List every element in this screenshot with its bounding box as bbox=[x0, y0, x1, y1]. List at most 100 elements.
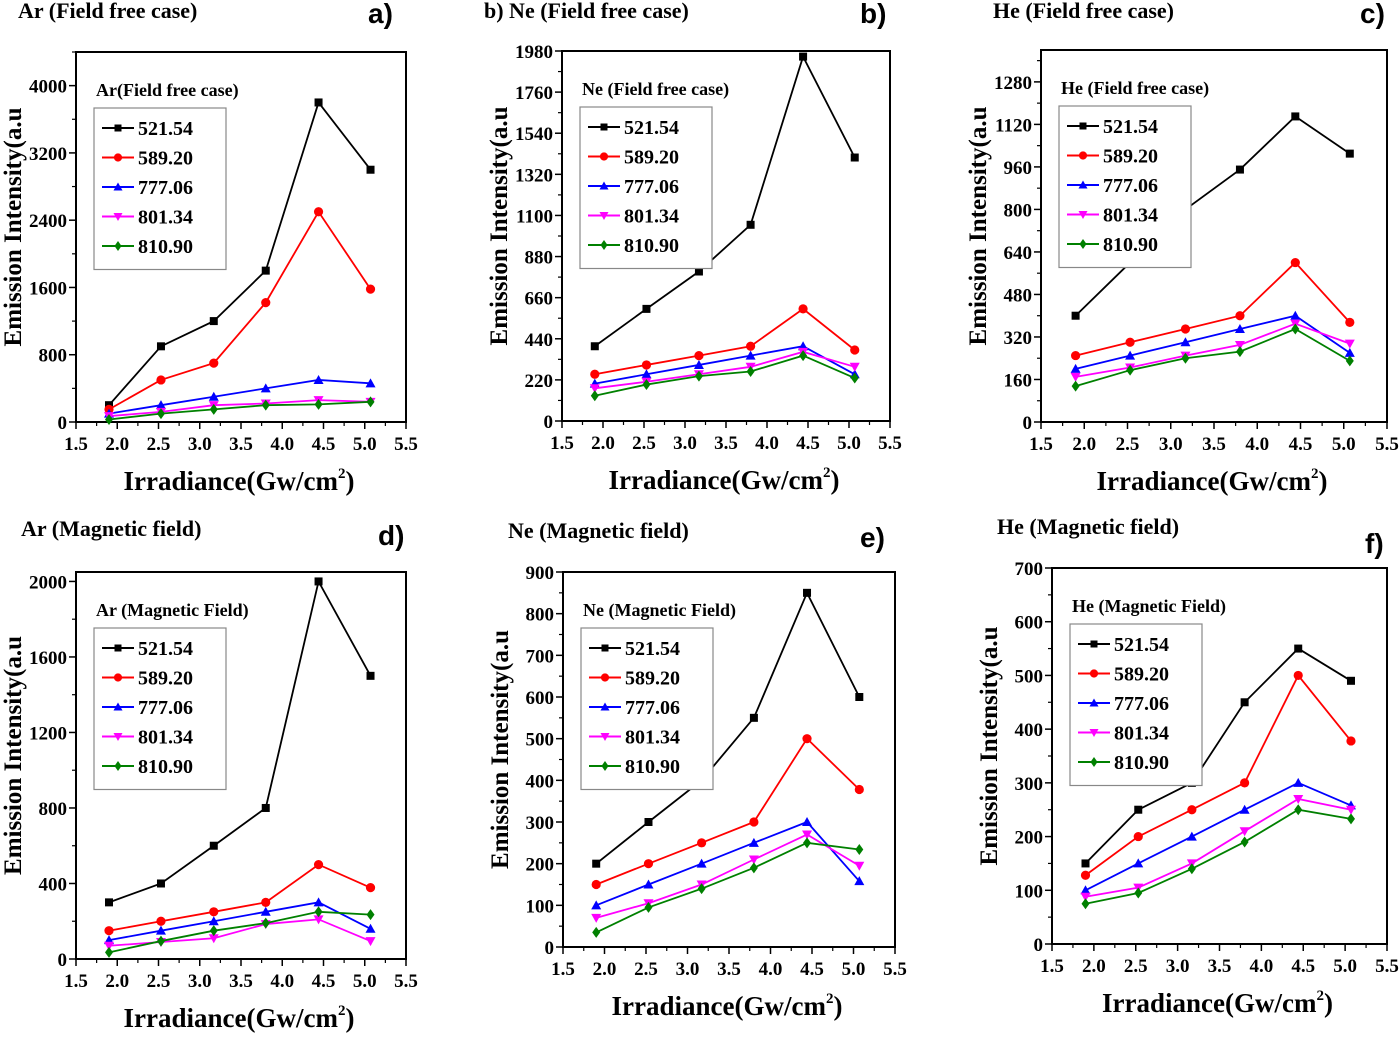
legend-label: 521.54 bbox=[138, 118, 193, 140]
x-tick-label: 3.0 bbox=[1166, 956, 1190, 977]
series-line bbox=[108, 379, 371, 415]
series-589.20 bbox=[591, 734, 864, 890]
x-tick-label: 3.0 bbox=[673, 433, 697, 454]
legend-swatch-marker bbox=[599, 152, 609, 161]
data-point bbox=[745, 350, 756, 360]
series-line bbox=[1084, 673, 1352, 876]
series-777.06 bbox=[591, 817, 865, 910]
y-tick-label: 660 bbox=[525, 289, 554, 310]
y-tick-label: 300 bbox=[1015, 774, 1044, 795]
x-tick-label: 3.5 bbox=[714, 433, 738, 454]
x-tick-label: 5.0 bbox=[842, 959, 866, 980]
data-point bbox=[208, 934, 219, 944]
data-point bbox=[155, 925, 166, 935]
data-point bbox=[1134, 887, 1143, 899]
series-589.20 bbox=[590, 304, 860, 379]
series-777.06 bbox=[1070, 310, 1355, 373]
y-tick-label: 200 bbox=[526, 855, 555, 876]
y-tick-label: 700 bbox=[1015, 559, 1044, 580]
legend-swatch-marker bbox=[113, 153, 123, 162]
data-point bbox=[1346, 676, 1355, 685]
legend-swatch-marker bbox=[114, 761, 122, 771]
data-point bbox=[1345, 149, 1354, 158]
legend-title: Ar(Field free case) bbox=[96, 80, 239, 101]
legend-label: 777.06 bbox=[624, 176, 679, 198]
x-tick-label: 5.0 bbox=[1333, 956, 1357, 977]
data-point bbox=[802, 734, 812, 744]
data-point bbox=[849, 362, 860, 372]
y-tick-label: 3200 bbox=[29, 144, 67, 165]
data-point bbox=[1240, 778, 1250, 788]
x-tick-label: 3.5 bbox=[229, 434, 253, 455]
chart-c: 1.5 2.0 2.5 3.0 3.5 4.0 4.5 5.0 5.5 0 160 320 480 640… bbox=[965, 49, 1399, 496]
x-tick-label: 5.5 bbox=[394, 971, 418, 992]
data-point bbox=[642, 379, 651, 391]
x-tick-label: 2.5 bbox=[1116, 434, 1140, 455]
data-point bbox=[1235, 346, 1244, 358]
panel-title: Ne (Magnetic field) bbox=[508, 518, 689, 543]
data-point bbox=[746, 220, 755, 229]
data-point bbox=[694, 267, 703, 276]
y-tick-label: 0 bbox=[58, 413, 68, 434]
y-tick-label: 0 bbox=[544, 412, 554, 433]
y-tick-label: 0 bbox=[1034, 935, 1044, 956]
data-point bbox=[641, 360, 652, 370]
x-tick-label: 1.5 bbox=[64, 971, 88, 992]
data-point bbox=[697, 838, 707, 848]
legend-title: He (Field free case) bbox=[1061, 78, 1209, 99]
data-point bbox=[590, 342, 599, 351]
data-point bbox=[156, 879, 165, 888]
data-point bbox=[156, 375, 166, 385]
legend-title: He (Magnetic Field) bbox=[1072, 596, 1226, 617]
y-tick-label: 2000 bbox=[29, 572, 67, 593]
legend-label: 801.34 bbox=[138, 207, 193, 229]
x-tick-label: 3.5 bbox=[1202, 434, 1226, 455]
data-point bbox=[314, 906, 323, 918]
data-point bbox=[156, 916, 166, 926]
legend-swatch-marker bbox=[601, 644, 609, 652]
data-point bbox=[156, 408, 165, 420]
chart-f: 1.5 2.0 2.5 3.0 3.5 4.0 4.5 5.0 5.5 0 100 200 300 400… bbox=[976, 559, 1399, 1018]
data-point bbox=[592, 926, 601, 938]
series-line bbox=[1075, 314, 1351, 370]
x-tick-label: 5.5 bbox=[1375, 956, 1399, 977]
data-point bbox=[314, 98, 323, 107]
y-axis-label: Emission Intensity(a.u bbox=[486, 106, 513, 345]
x-tick-label: 3.0 bbox=[676, 959, 700, 980]
data-point bbox=[746, 341, 756, 351]
legend-label: 589.20 bbox=[625, 668, 680, 690]
legend-title: Ar (Magnetic Field) bbox=[96, 600, 249, 621]
legend-label: 521.54 bbox=[1103, 116, 1158, 138]
x-tick-label: 2.0 bbox=[1082, 956, 1106, 977]
y-tick-label: 1760 bbox=[515, 83, 553, 104]
legend-swatch-marker bbox=[1079, 239, 1087, 249]
y-tick-label: 1100 bbox=[516, 206, 553, 227]
data-point bbox=[261, 399, 270, 411]
legend-label: 810.90 bbox=[1103, 234, 1158, 256]
y-axis-label: Emission Intensity(a.u bbox=[0, 107, 27, 346]
legend-swatch-marker bbox=[1079, 122, 1087, 130]
data-point bbox=[365, 883, 376, 893]
series-line bbox=[1085, 798, 1352, 898]
panel-d: Ar (Magnetic field) d) 1.5 2.0 2.5 3.0 3.5 4.… bbox=[0, 510, 420, 1048]
data-point bbox=[802, 830, 813, 840]
x-axis-label: Irradiance(Gw/cm2) bbox=[612, 991, 843, 1021]
y-tick-label: 500 bbox=[1015, 666, 1044, 687]
data-point bbox=[1071, 380, 1080, 392]
series-line bbox=[1074, 115, 1351, 317]
legend-label: 801.34 bbox=[625, 727, 680, 749]
y-tick-label: 220 bbox=[525, 371, 554, 392]
data-point bbox=[313, 897, 324, 907]
x-tick-label: 2.0 bbox=[105, 971, 129, 992]
data-point bbox=[1187, 863, 1196, 875]
data-point bbox=[748, 855, 759, 865]
panel-title: He (Magnetic field) bbox=[997, 514, 1180, 539]
legend-label: 521.54 bbox=[1114, 634, 1169, 656]
legend-swatch-marker bbox=[601, 761, 609, 771]
series-810.90 bbox=[590, 350, 859, 402]
x-tick-label: 1.5 bbox=[550, 433, 574, 454]
series-line bbox=[108, 901, 371, 942]
data-point bbox=[643, 859, 654, 869]
y-axis-label: Emission Intensity(a.u bbox=[0, 636, 27, 875]
legend-swatch-marker bbox=[114, 124, 122, 132]
